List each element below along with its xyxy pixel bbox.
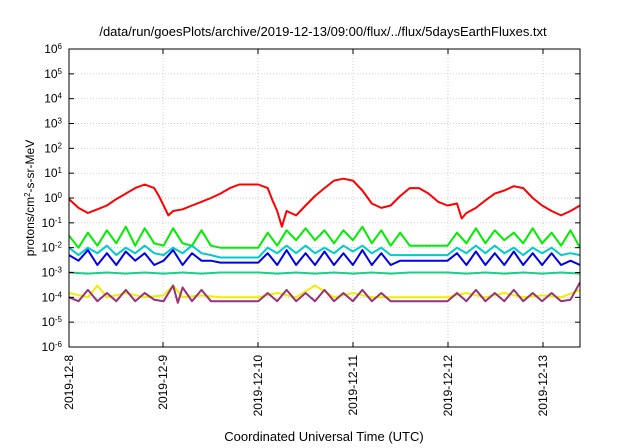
x-tick-label: 2019-12-9 xyxy=(156,355,170,410)
x-axis-ticks: 2019-12-8 2019-12-9 2019-12-10 2019-12-11 20… xyxy=(62,49,550,416)
x-tick-label: 2019-12-8 xyxy=(62,355,76,410)
y-axis-label-rest: -s-sr-MeV xyxy=(23,140,37,193)
y-tick-label: 103 xyxy=(44,116,62,131)
grid-lines xyxy=(69,49,580,347)
series-line-2 xyxy=(68,225,581,249)
y-tick-label: 102 xyxy=(44,141,62,156)
y-tick-label: 10-3 xyxy=(42,265,63,280)
y-tick-label: 104 xyxy=(44,91,62,106)
x-tick-label: 2019-12-13 xyxy=(536,355,550,417)
series-line-4 xyxy=(68,249,581,266)
series-line-3 xyxy=(68,244,581,259)
y-tick-label: 105 xyxy=(44,66,62,81)
y-tick-label: 100 xyxy=(44,191,62,206)
x-tick-label: 2019-12-10 xyxy=(251,355,265,417)
y-tick-label: 106 xyxy=(44,42,62,57)
y-tick-label: 10-2 xyxy=(42,240,63,255)
y-tick-label: 10-1 xyxy=(42,215,63,230)
x-axis-label: Coordinated Universal Time (UTC) xyxy=(224,429,423,444)
y-axis-ticks: 10-6 10-5 10-4 10-3 10-2 10-1 100 101 102 103 104 1… xyxy=(42,42,580,355)
y-axis-label: protons/cm2-s-sr-MeV xyxy=(23,140,38,256)
chart-title: /data/run/goesPlots/archive/2019-12-13/0… xyxy=(99,24,547,39)
y-axis-label-base: protons/cm xyxy=(23,197,37,256)
y-tick-label: 101 xyxy=(44,166,62,181)
series-line-5 xyxy=(68,271,581,275)
series-line-7 xyxy=(68,281,581,304)
series-line-1 xyxy=(68,177,581,228)
x-tick-label: 2019-12-12 xyxy=(441,355,455,417)
y-tick-label: 10-4 xyxy=(42,290,63,305)
y-axis-label-sup: 2 xyxy=(23,192,32,197)
y-tick-label: 10-5 xyxy=(42,315,63,330)
y-tick-label: 10-6 xyxy=(42,340,63,355)
x-tick-label: 2019-12-11 xyxy=(346,355,360,416)
series-layer xyxy=(68,177,581,304)
